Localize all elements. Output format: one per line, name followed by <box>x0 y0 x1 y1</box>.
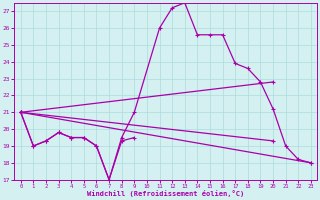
X-axis label: Windchill (Refroidissement éolien,°C): Windchill (Refroidissement éolien,°C) <box>87 190 244 197</box>
